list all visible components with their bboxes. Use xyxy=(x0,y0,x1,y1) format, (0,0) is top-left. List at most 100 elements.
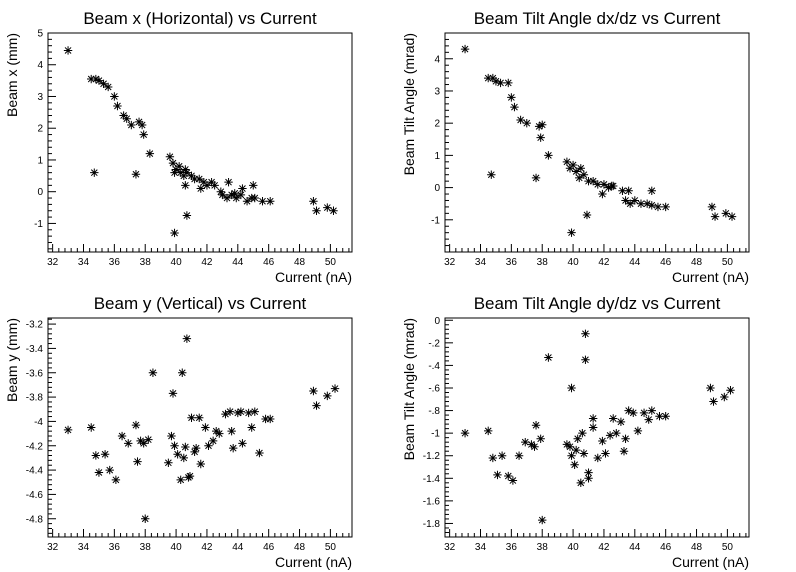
x-tick-label: 44 xyxy=(232,257,244,268)
y-tick-label: 5 xyxy=(37,29,43,40)
y-tick-label: -1.4 xyxy=(423,474,441,485)
x-axis-label: Current (nA) xyxy=(672,554,749,570)
x-tick-label: 48 xyxy=(691,542,703,553)
data-point xyxy=(323,203,332,212)
data-point xyxy=(312,401,321,410)
data-point xyxy=(575,173,584,183)
data-point xyxy=(111,475,121,485)
data-point xyxy=(514,451,524,460)
data-point xyxy=(578,428,587,438)
y-tick-label: -3.2 xyxy=(26,320,44,331)
data-point xyxy=(137,120,147,130)
data-point xyxy=(127,120,136,130)
data-point xyxy=(508,476,518,485)
data-point xyxy=(228,443,238,453)
data-point xyxy=(567,451,576,460)
data-point xyxy=(221,409,230,419)
y-tick-label: -1 xyxy=(34,219,43,230)
data-point xyxy=(224,177,233,187)
data-point xyxy=(170,168,179,177)
data-point xyxy=(710,212,720,221)
x-tick-label: 40 xyxy=(171,542,183,553)
data-point xyxy=(187,413,196,422)
data-point xyxy=(117,431,127,441)
x-tick-label: 50 xyxy=(722,542,734,553)
y-tick-label: -1 xyxy=(431,215,440,226)
data-point xyxy=(309,386,318,396)
x-tick-label: 50 xyxy=(325,257,337,268)
plot-frame xyxy=(47,317,353,538)
chart-title: Beam x (Horizontal) vs Current xyxy=(83,9,317,28)
data-point xyxy=(727,212,737,221)
data-point xyxy=(636,199,646,208)
data-point xyxy=(202,181,212,190)
data-point xyxy=(94,468,104,477)
data-point xyxy=(576,164,585,173)
data-point xyxy=(212,426,221,436)
data-point xyxy=(618,186,627,196)
chart-panel-4: 32 34 36 38 40 42 44 46 48 50 -1.8 -1.6 -1.4 -1.2 -1 -.… xyxy=(401,294,750,570)
x-axis-label: Current (nA) xyxy=(672,269,749,285)
data-point xyxy=(312,206,321,215)
data-point xyxy=(521,437,530,447)
data-point xyxy=(604,183,613,192)
data-point xyxy=(244,408,253,418)
data-point xyxy=(570,460,579,469)
data-point xyxy=(119,111,128,120)
data-point xyxy=(170,228,179,238)
y-tick-label: -1.8 xyxy=(423,519,441,530)
data-point xyxy=(238,439,247,448)
x-tick-label: 40 xyxy=(568,542,580,553)
data-point xyxy=(562,440,572,449)
y-axis-label: Beam Tilt Angle (mrad) xyxy=(401,33,417,175)
data-point xyxy=(250,193,259,203)
data-point xyxy=(247,423,256,432)
data-point xyxy=(576,478,585,488)
data-point xyxy=(661,412,670,421)
data-point xyxy=(148,368,158,377)
y-tick-label: -3.8 xyxy=(26,393,44,404)
data-point xyxy=(647,201,656,210)
x-tick-label: 42 xyxy=(201,542,213,553)
data-point xyxy=(581,355,590,364)
data-point xyxy=(131,170,141,179)
data-point xyxy=(131,420,141,430)
data-point xyxy=(625,199,635,208)
data-point xyxy=(227,426,236,436)
x-tick-label: 46 xyxy=(263,542,275,553)
data-point xyxy=(139,130,148,139)
data-point xyxy=(238,184,247,193)
y-tick-label: -.8 xyxy=(428,406,440,417)
data-point xyxy=(258,197,267,206)
data-point xyxy=(99,79,108,88)
data-point xyxy=(261,414,270,424)
x-tick-label: 42 xyxy=(598,257,610,268)
y-tick-label: -4 xyxy=(34,417,43,428)
plot-frame xyxy=(47,32,353,253)
data-point xyxy=(145,149,155,158)
y-tick-label: -1.6 xyxy=(423,496,441,507)
data-point xyxy=(236,407,246,416)
data-point xyxy=(621,434,630,443)
data-point xyxy=(195,174,204,184)
x-tick-label: 48 xyxy=(294,257,306,268)
data-point xyxy=(242,197,252,206)
data-point xyxy=(639,408,649,418)
data-point xyxy=(164,458,173,467)
data-point xyxy=(216,187,226,196)
x-tick-label: 48 xyxy=(294,542,306,553)
chart-title: Beam Tilt Angle dx/dz vs Current xyxy=(474,9,721,28)
data-point xyxy=(616,417,626,427)
data-point xyxy=(584,176,593,186)
data-point xyxy=(236,190,246,200)
x-tick-label: 50 xyxy=(722,257,734,268)
data-point xyxy=(522,118,531,128)
x-tick-label: 36 xyxy=(506,257,518,268)
data-point xyxy=(544,353,553,362)
y-tick-label: -4.8 xyxy=(26,514,44,525)
x-tick-label: 34 xyxy=(475,257,487,268)
data-point xyxy=(190,174,199,184)
data-point xyxy=(210,181,219,190)
y-axis-label: Beam y (mm) xyxy=(4,318,20,402)
